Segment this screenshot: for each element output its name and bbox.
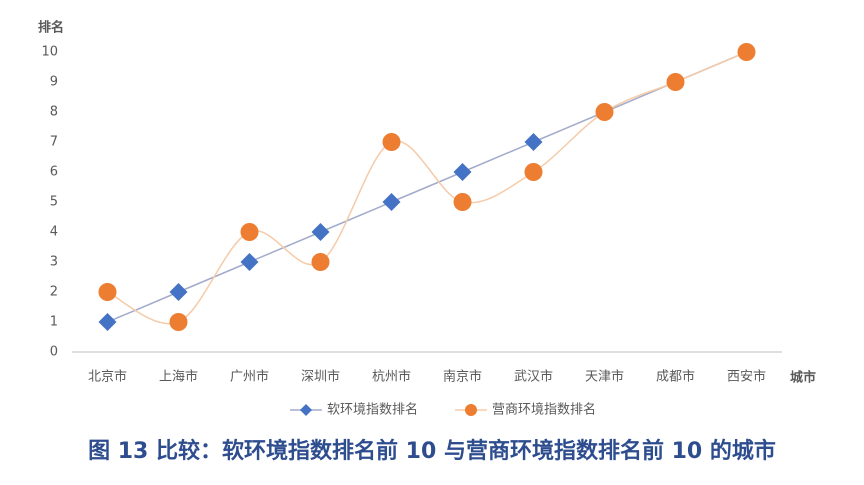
diamond-marker (311, 223, 330, 241)
legend-label: 软环境指数排名 (327, 402, 418, 418)
circle-marker (737, 43, 756, 61)
diamond-marker (169, 283, 188, 301)
y-tick-label: 2 (50, 285, 58, 300)
legend-label: 营商环境指数排名 (492, 402, 596, 418)
diamond-marker (98, 313, 117, 331)
diamond-marker (453, 163, 472, 181)
y-tick-label: 3 (50, 255, 58, 270)
y-axis-label: 排名 (38, 20, 64, 36)
y-tick-label: 0 (50, 345, 58, 360)
x-tick-label: 北京市 (88, 369, 127, 385)
circle-marker (453, 193, 472, 211)
x-tick-label: 武汉市 (514, 369, 553, 385)
x-tick-label: 西安市 (727, 369, 766, 385)
x-tick-label: 南京市 (443, 369, 482, 385)
series-line (107, 51, 747, 325)
y-tick-label: 10 (41, 45, 58, 60)
circle-marker (595, 103, 614, 121)
y-tick-label: 9 (50, 75, 58, 90)
circle-marker (311, 253, 330, 271)
x-axis-label: 城市 (790, 370, 816, 386)
circle-marker (524, 163, 543, 181)
y-tick-label: 7 (50, 135, 58, 150)
legend-marker (300, 404, 312, 416)
x-tick-label: 广州市 (230, 369, 269, 385)
diamond-marker (382, 193, 401, 211)
y-tick-label: 4 (50, 225, 58, 240)
caption: 图 13 比较：软环境指数排名前 10 与营商环境指数排名前 10 的城市 (88, 438, 776, 464)
x-tick-label: 杭州市 (372, 369, 411, 385)
circle-marker (169, 313, 188, 331)
y-tick-label: 5 (50, 195, 58, 210)
x-tick-label: 天津市 (585, 369, 624, 385)
circle-marker (666, 73, 685, 91)
y-tick-label: 6 (50, 165, 58, 180)
x-tick-label: 成都市 (656, 369, 695, 385)
diamond-marker (524, 133, 543, 151)
circle-marker (98, 283, 117, 301)
legend-marker (465, 404, 477, 416)
circle-marker (240, 223, 259, 241)
y-tick-label: 8 (50, 105, 58, 120)
x-tick-label: 深圳市 (301, 369, 340, 385)
circle-marker (382, 133, 401, 151)
y-tick-label: 1 (50, 315, 58, 330)
diamond-marker (240, 253, 259, 271)
x-tick-label: 上海市 (159, 369, 198, 385)
